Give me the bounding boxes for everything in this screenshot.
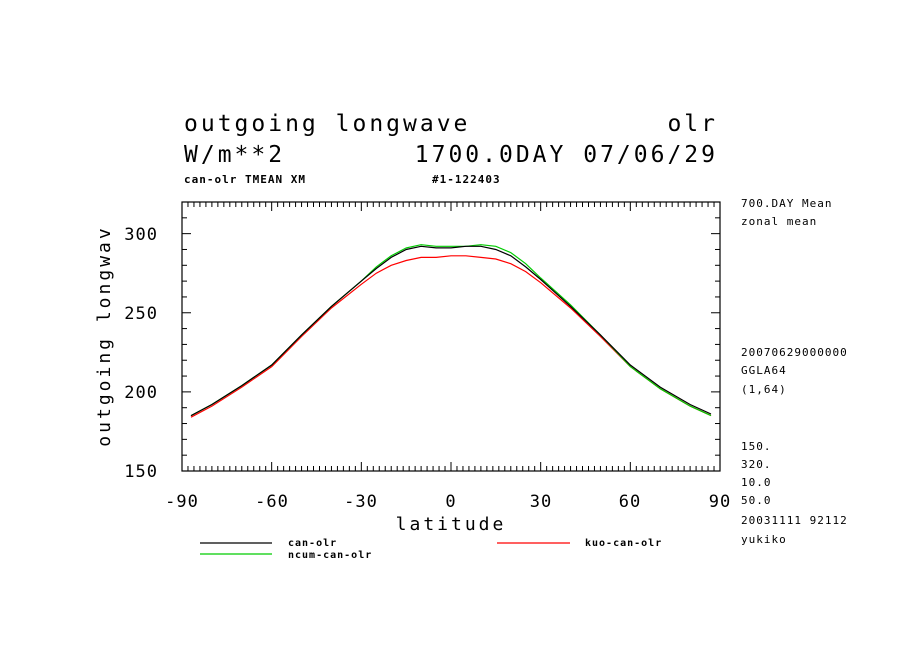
- x-tick-label: 60: [619, 492, 641, 512]
- legend-label: can-olr: [288, 538, 337, 549]
- units-label: W/m**2: [184, 142, 285, 168]
- series-line-kuo-can-olr: [190, 255, 712, 418]
- side-info-line: (1,64): [741, 383, 787, 396]
- legend-label: kuo-can-olr: [585, 538, 662, 549]
- chart-title: outgoing longwave: [184, 111, 470, 137]
- side-info-line: zonal mean: [741, 215, 817, 228]
- side-info-line: 10.0: [741, 476, 772, 489]
- x-tick-label: 0: [445, 492, 456, 512]
- side-info-line: 50.0: [741, 494, 772, 507]
- minor-ticks: [181, 201, 721, 472]
- y-tick-label: 300: [124, 225, 158, 245]
- side-info-line: 20070629000000: [741, 346, 848, 359]
- y-tick-label: 200: [124, 383, 158, 403]
- side-info-line: yukiko: [741, 533, 787, 546]
- time-label: 1700.0DAY 07/06/29: [415, 142, 718, 168]
- side-info-line: 700.DAY Mean: [741, 197, 832, 210]
- x-tick-label: -90: [165, 492, 199, 512]
- subtitle-right: #1-122403: [432, 173, 501, 186]
- series-line-can-olr: [190, 245, 712, 417]
- plot-frame: [181, 201, 721, 472]
- side-info-line: 20031111 92112: [741, 514, 848, 527]
- side-info-line: 320.: [741, 458, 772, 471]
- series-line-ncum-can-olr: [190, 244, 712, 417]
- subtitle-left: can-olr TMEAN XM: [184, 173, 306, 186]
- x-axis-title: latitude: [396, 514, 507, 535]
- variable-name: olr: [667, 111, 718, 137]
- x-tick-label: -30: [344, 492, 378, 512]
- x-tick-label: -60: [255, 492, 289, 512]
- x-tick-label: 90: [709, 492, 731, 512]
- y-axis-title: outgoing longwav: [94, 225, 115, 446]
- x-tick-label: 30: [530, 492, 552, 512]
- legend-label: ncum-can-olr: [288, 550, 372, 561]
- side-info-line: GGLA64: [741, 364, 787, 377]
- y-tick-label: 150: [124, 462, 158, 482]
- y-tick-label: 250: [124, 304, 158, 324]
- side-info-line: 150.: [741, 440, 772, 453]
